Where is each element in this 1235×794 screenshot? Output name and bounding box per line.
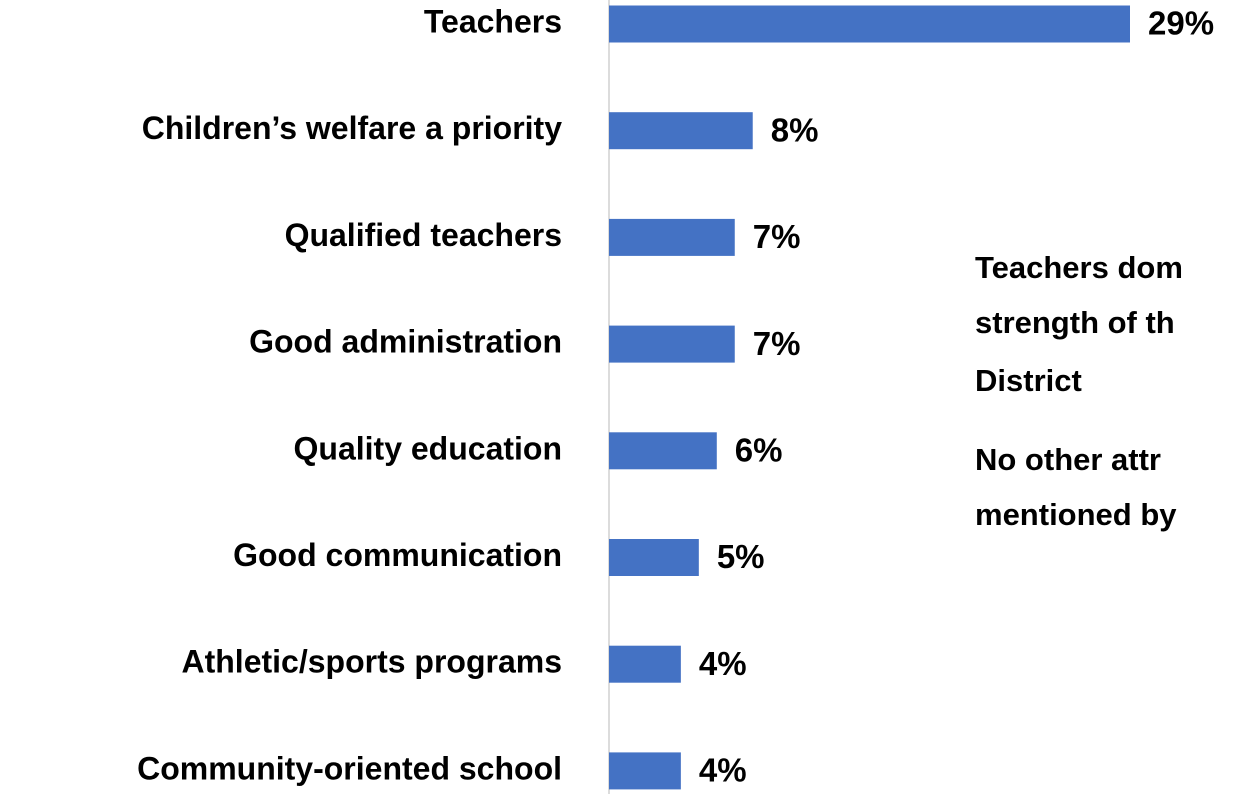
category-label: Teachers — [424, 3, 562, 39]
bar — [609, 325, 735, 363]
value-label: 8% — [771, 111, 819, 148]
value-label: 7% — [753, 325, 801, 362]
category-label: Community-oriented school — [137, 750, 562, 786]
annotation: District — [975, 363, 1082, 398]
annotation: Teachers dom — [975, 250, 1183, 285]
value-label: 4% — [699, 645, 747, 682]
bar — [609, 218, 735, 256]
bar — [609, 645, 681, 683]
bar — [609, 539, 699, 576]
value-label: 7% — [753, 218, 801, 255]
value-label: 5% — [717, 538, 765, 575]
annotation: strength of th — [975, 305, 1175, 340]
value-label: 6% — [735, 432, 783, 469]
value-label: 4% — [699, 752, 747, 789]
category-label: Qualified teachers — [285, 217, 562, 253]
annotation: No other attr — [975, 442, 1161, 477]
bar — [609, 432, 717, 470]
category-label: Quality education — [294, 430, 562, 466]
category-label: Children’s welfare a priority — [142, 110, 562, 146]
annotation: mentioned by — [975, 497, 1177, 532]
bar — [609, 112, 753, 150]
value-label: 29% — [1148, 5, 1214, 42]
category-label: Good administration — [249, 324, 562, 360]
category-label: Good communication — [233, 537, 562, 573]
bar — [609, 752, 681, 790]
category-label: Athletic/sports programs — [181, 644, 562, 680]
bar — [609, 5, 1130, 43]
